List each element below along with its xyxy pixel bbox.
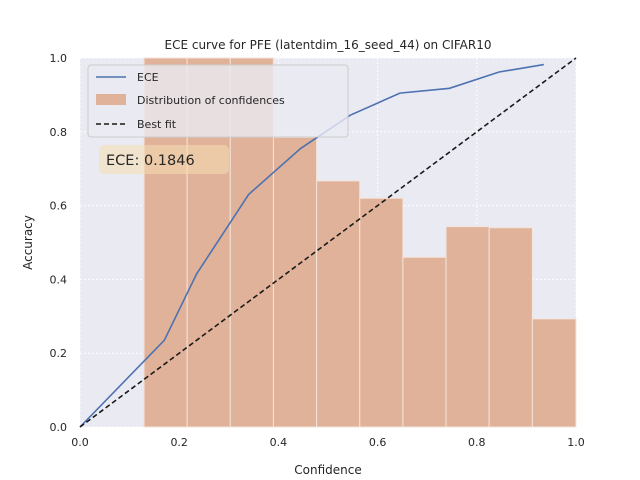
ece-annotation-text: ECE: 0.1846	[106, 153, 195, 169]
legend-label-histogram: Distribution of confidences	[137, 94, 285, 107]
histogram-bar	[402, 256, 447, 428]
x-tick-label: 1.0	[567, 436, 585, 449]
y-axis-label: Accuracy	[21, 215, 35, 270]
x-tick-label: 0.8	[468, 436, 486, 449]
y-tick-label: 0.6	[50, 200, 68, 213]
legend-box	[87, 64, 349, 138]
ece-annotation: ECE: 0.1846	[99, 145, 229, 174]
best-fit-line	[79, 57, 577, 428]
x-tick-label: 0.4	[270, 436, 288, 449]
x-axis-label: Confidence	[294, 463, 361, 477]
y-tick-label: 1.0	[50, 52, 68, 65]
legend: ECE Distribution of confidences Best fit	[87, 64, 349, 138]
y-tick-label: 0.0	[50, 421, 68, 434]
y-ticks: 0.0 0.2 0.4 0.6 0.8 1.0	[50, 52, 68, 434]
x-tick-label: 0.2	[170, 436, 188, 449]
y-tick-label: 0.4	[50, 273, 68, 286]
legend-label-best-fit: Best fit	[137, 118, 177, 131]
histogram-bar	[359, 197, 404, 428]
y-tick-label: 0.2	[50, 347, 68, 360]
histogram-bar	[445, 226, 490, 428]
histogram-bar	[488, 227, 533, 428]
ece-annotation-box	[99, 145, 229, 174]
histogram-bar	[316, 180, 361, 428]
legend-label-ece: ECE	[137, 71, 159, 84]
legend-swatch-histogram	[96, 94, 126, 105]
y-tick-label: 0.8	[50, 126, 68, 139]
chart-title: ECE curve for PFE (latentdim_16_seed_44)…	[164, 38, 491, 52]
x-ticks: 0.0 0.2 0.4 0.6 0.8 1.0	[71, 436, 585, 449]
histogram-bar	[531, 318, 577, 428]
histogram-bar	[272, 136, 318, 428]
x-tick-label: 0.0	[71, 436, 89, 449]
x-tick-label: 0.6	[369, 436, 387, 449]
